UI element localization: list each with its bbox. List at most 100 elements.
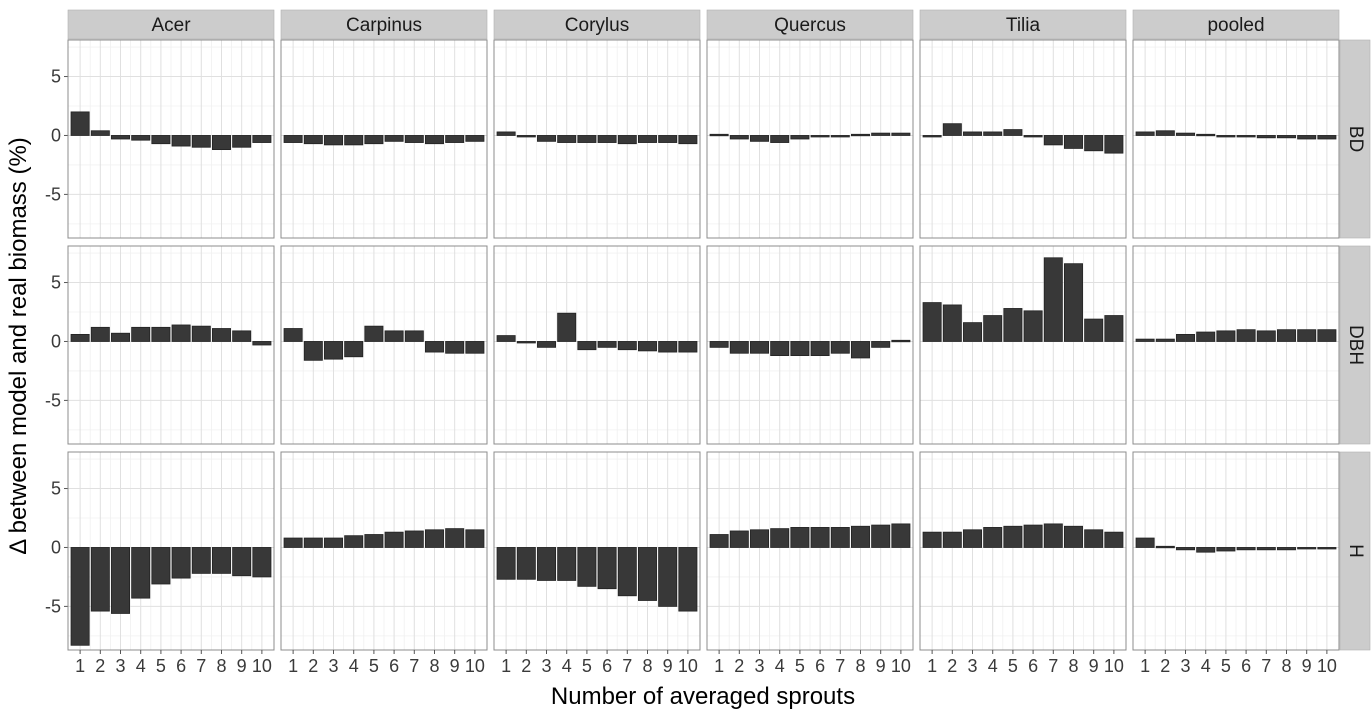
bar-dbh-carpinus-9 (445, 341, 465, 354)
x-tick-label: 1 (927, 656, 937, 676)
panel-bd-quercus (706, 39, 914, 239)
x-tick-label: 10 (1317, 656, 1337, 676)
x-tick-label: 7 (196, 656, 206, 676)
panel-border (706, 39, 914, 239)
bar-h-corylus-2 (516, 547, 536, 580)
bar-bd-pooled-10 (1317, 135, 1337, 140)
bar-bd-carpinus-10 (465, 135, 485, 142)
bar-h-carpinus-3 (324, 537, 343, 548)
bar-bd-acer-7 (191, 135, 211, 148)
panel-dbh-tilia (919, 245, 1127, 445)
bar-bd-carpinus-8 (425, 135, 444, 145)
bar-bd-pooled-8 (1277, 135, 1296, 139)
bar-bd-acer-5 (151, 135, 171, 145)
bar-dbh-carpinus-3 (324, 341, 343, 360)
y-tick-label: -5 (45, 390, 61, 410)
bar-dbh-acer-7 (191, 325, 211, 342)
x-tick-label: 7 (1261, 656, 1271, 676)
bar-h-carpinus-2 (303, 537, 323, 548)
bar-h-acer-6 (171, 547, 191, 579)
panel-h-pooled (1132, 451, 1340, 651)
bar-h-tilia-8 (1064, 525, 1083, 548)
x-tick-label: 5 (1221, 656, 1231, 676)
bar-bd-tilia-10 (1104, 135, 1124, 154)
bar-h-corylus-8 (638, 547, 657, 601)
panel-h-tilia (919, 451, 1127, 651)
bar-bd-tilia-5 (1003, 129, 1023, 136)
x-tick-label: 5 (156, 656, 166, 676)
bar-dbh-tilia-3 (963, 322, 982, 342)
strip-quercus (706, 9, 914, 40)
bar-bd-quercus-3 (750, 135, 769, 142)
bar-bd-carpinus-7 (404, 135, 424, 143)
x-tick-label: 2 (947, 656, 957, 676)
bar-dbh-tilia-4 (983, 315, 1003, 342)
bar-dbh-corylus-2 (516, 341, 536, 344)
x-tick-label: 3 (116, 656, 126, 676)
bar-h-pooled-3 (1176, 547, 1195, 551)
bar-bd-pooled-6 (1236, 135, 1256, 138)
x-tick-label: 2 (521, 656, 531, 676)
bar-bd-corylus-8 (638, 135, 657, 143)
panel-border (67, 245, 275, 445)
bar-bd-pooled-5 (1216, 135, 1236, 138)
bar-h-carpinus-4 (344, 535, 364, 548)
bar-h-quercus-6 (810, 527, 830, 548)
x-tick-label: 2 (308, 656, 318, 676)
bar-bd-acer-2 (90, 130, 110, 136)
strip-corylus (493, 9, 701, 40)
strip-label-dbh: DBH (1345, 325, 1366, 365)
bar-h-tilia-9 (1084, 529, 1104, 548)
x-tick-label: 6 (176, 656, 186, 676)
bar-h-tilia-4 (983, 527, 1003, 548)
bar-bd-corylus-3 (537, 135, 556, 142)
bar-dbh-tilia-9 (1084, 318, 1104, 342)
panel-dbh-pooled (1132, 245, 1340, 445)
x-tick-label: 10 (1104, 656, 1124, 676)
bar-bd-tilia-1 (922, 135, 942, 138)
bar-bd-acer-1 (70, 111, 90, 136)
bar-bd-corylus-10 (678, 135, 698, 145)
x-tick-label: 8 (855, 656, 865, 676)
bar-h-carpinus-8 (425, 529, 444, 548)
bar-dbh-pooled-4 (1196, 331, 1216, 342)
bar-dbh-quercus-9 (871, 341, 891, 348)
panel-border (1132, 451, 1340, 651)
bar-dbh-pooled-6 (1236, 329, 1256, 342)
bar-bd-pooled-2 (1155, 130, 1175, 136)
bar-dbh-tilia-5 (1003, 308, 1023, 342)
bar-bd-pooled-3 (1176, 132, 1195, 136)
bar-bd-quercus-4 (770, 135, 790, 143)
bar-dbh-pooled-2 (1155, 338, 1175, 342)
x-tick-label: 7 (409, 656, 419, 676)
bar-h-tilia-1 (922, 531, 942, 548)
bar-h-acer-7 (191, 547, 211, 574)
bar-h-tilia-2 (942, 531, 962, 548)
bar-h-carpinus-7 (404, 530, 424, 548)
x-tick-label: 6 (602, 656, 612, 676)
bar-h-quercus-7 (830, 527, 850, 548)
panel-dbh-acer (67, 245, 275, 445)
bar-h-carpinus-6 (384, 531, 404, 548)
bar-h-quercus-1 (709, 534, 729, 548)
bar-bd-tilia-6 (1023, 135, 1043, 138)
panel-h-acer (67, 451, 275, 651)
x-tick-label: 2 (1160, 656, 1170, 676)
panel-border (280, 245, 488, 445)
x-tick-label: 9 (876, 656, 886, 676)
bar-h-corylus-1 (496, 547, 516, 580)
x-tick-label: 3 (755, 656, 765, 676)
bar-dbh-acer-1 (70, 333, 90, 342)
bar-bd-pooled-7 (1256, 135, 1276, 139)
bar-dbh-quercus-5 (790, 341, 810, 357)
x-tick-label: 4 (562, 656, 572, 676)
panel-border (1132, 245, 1340, 445)
x-tick-label: 1 (501, 656, 511, 676)
bar-dbh-corylus-10 (678, 341, 698, 353)
bar-bd-quercus-6 (810, 135, 830, 138)
x-tick-label: 2 (734, 656, 744, 676)
x-tick-label: 10 (465, 656, 485, 676)
bar-bd-quercus-7 (830, 135, 850, 138)
bar-h-corylus-3 (537, 547, 556, 581)
